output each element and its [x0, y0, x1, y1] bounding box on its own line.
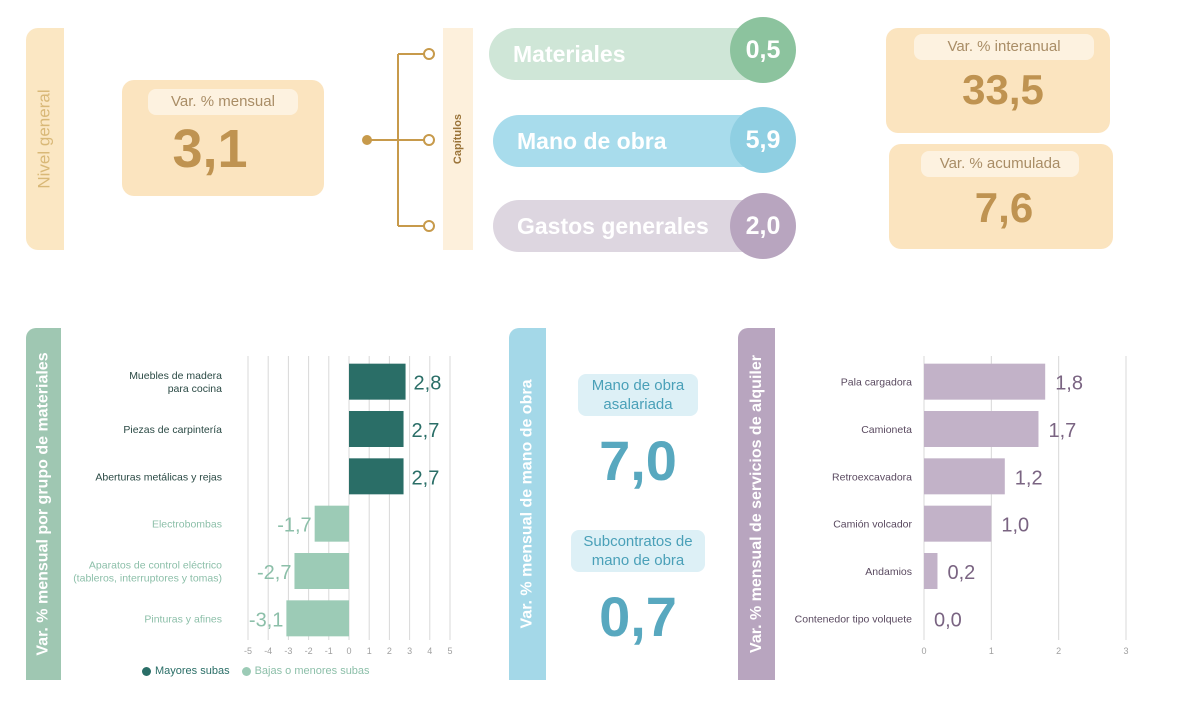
- category-label: Aberturas metálicas y rejas: [95, 471, 222, 483]
- var-acumulada-value: 7,6: [974, 184, 1034, 231]
- value-label: 2,7: [412, 420, 440, 442]
- category-label: Retroexcavadora: [832, 471, 912, 483]
- var-interanual-value: 33,5: [962, 66, 1044, 113]
- value-label: 1,2: [1015, 467, 1043, 489]
- category-label: Camioneta: [861, 424, 912, 436]
- nivel-general-label: Nivel general: [35, 89, 55, 189]
- capitulo-gastos-bar: Gastos generales: [493, 200, 763, 252]
- category-label: Pala cargadora: [841, 377, 912, 389]
- bar: [924, 458, 1005, 495]
- legend-mayores-swatch: [142, 666, 151, 676]
- category-label: Pinturas y afines: [144, 613, 222, 625]
- value-label: 0,2: [947, 562, 975, 584]
- bar: [349, 411, 404, 447]
- category-label: Muebles de madera: [129, 370, 222, 382]
- value-label: -3,1: [249, 609, 283, 631]
- asalariada-label-line1: Mano de obra: [591, 377, 685, 394]
- value-label: 2,8: [414, 373, 442, 395]
- bar: [924, 505, 992, 542]
- var-acumulada-card: Var. % acumulada 7,6: [889, 144, 1113, 249]
- capitulo-materiales-value: 0,5: [730, 17, 796, 83]
- bar: [924, 553, 938, 589]
- asalariada-label-line2: asalariada: [603, 396, 673, 413]
- x-tick-label: 3: [407, 646, 412, 656]
- alquiler-title: Var. % mensual de servicios de alquiler: [747, 355, 765, 653]
- category-label: (tableros, interruptores y tomas): [73, 573, 222, 585]
- x-tick-label: -3: [284, 646, 292, 656]
- capitulo-gastos-label: Gastos generales: [517, 213, 709, 239]
- var-mensual-value: 3,1: [172, 119, 248, 179]
- materiales-chart-tab: Var. % mensual por grupo de materiales: [26, 328, 61, 680]
- bar: [349, 458, 404, 495]
- x-tick-label: 4: [427, 646, 432, 656]
- mano-obra-title: Var. % mensual de mano de obra: [518, 379, 536, 629]
- x-tick-label: 2: [1056, 646, 1061, 656]
- capitulo-gastos-value: 2,0: [730, 193, 796, 259]
- x-tick-label: 1: [989, 646, 994, 656]
- var-acumulada-label: Var. % acumulada: [921, 151, 1079, 177]
- alquiler-bar-chart: 0 1 2 3 1,8 Pala cargadora 1,7 Camioneta 1,2 Retr…: [795, 356, 1129, 656]
- subcontratos-label-line1: Subcontratos de: [583, 533, 693, 550]
- x-tick-label: 0: [921, 646, 926, 656]
- subcontratos-label: Subcontratos de mano de obra: [571, 530, 705, 572]
- capitulo-mano-obra-label: Mano de obra: [517, 128, 667, 154]
- category-label: para cocina: [168, 383, 222, 395]
- capitulos-connector: [362, 48, 435, 232]
- subcontratos-label-line2: mano de obra: [591, 552, 685, 569]
- capitulo-materiales-label: Materiales: [513, 41, 626, 67]
- materiales-legend: Mayores subas Bajas o menores subas: [142, 665, 370, 677]
- capitulos-label: Capítulos: [452, 113, 464, 165]
- capitulo-materiales-bar: Materiales: [489, 28, 759, 80]
- value-label: 1,0: [1001, 515, 1029, 537]
- bar: [286, 600, 349, 637]
- bar: [924, 363, 1046, 400]
- category-label: Contenedor tipo volquete: [795, 613, 912, 625]
- legend-mayores-label: Mayores subas: [155, 665, 230, 677]
- var-interanual-card: Var. % interanual 33,5: [886, 28, 1110, 133]
- var-mensual-label: Var. % mensual: [148, 89, 298, 115]
- alquiler-tab: Var. % mensual de servicios de alquiler: [738, 328, 775, 680]
- nivel-general-tab: Nivel general: [26, 28, 64, 250]
- category-label: Camión volcador: [833, 519, 912, 531]
- var-interanual-label: Var. % interanual: [914, 34, 1094, 60]
- capitulo-mano-obra-value: 5,9: [730, 107, 796, 173]
- capitulo-mano-obra-bar: Mano de obra: [493, 115, 763, 167]
- category-label: Andamios: [865, 566, 912, 578]
- x-tick-label: 0: [346, 646, 351, 656]
- legend-bajas-label: Bajas o menores subas: [254, 665, 370, 677]
- bar: [294, 553, 349, 589]
- materiales-bar-chart: -5 -4 -3 -2 -1 0 1 2 3 4 5 2,8 Muebles de maderapara…: [73, 356, 453, 656]
- category-label: Piezas de carpintería: [123, 424, 222, 436]
- asalariada-value: 7,0: [599, 429, 677, 492]
- x-tick-label: -5: [244, 646, 252, 656]
- value-label: 1,7: [1048, 420, 1076, 442]
- materiales-chart-title: Var. % mensual por grupo de materiales: [34, 352, 52, 656]
- x-tick-label: -4: [264, 646, 272, 656]
- var-mensual-card: Var. % mensual 3,1: [122, 80, 324, 196]
- x-tick-label: -1: [325, 646, 333, 656]
- x-tick-label: 1: [367, 646, 372, 656]
- legend-bajas-swatch: [241, 666, 251, 676]
- subcontratos-value: 0,7: [599, 585, 677, 648]
- x-tick-label: -2: [305, 646, 313, 656]
- bar: [349, 363, 406, 400]
- capitulos-tab: Capítulos: [443, 28, 473, 250]
- bar: [314, 505, 349, 542]
- category-label: Aparatos de control eléctrico: [89, 560, 222, 572]
- value-label: 1,8: [1055, 373, 1083, 395]
- value-label: -1,7: [277, 515, 311, 537]
- x-tick-label: 5: [447, 646, 452, 656]
- x-tick-label: 3: [1123, 646, 1128, 656]
- asalariada-label: Mano de obra asalariada: [578, 374, 698, 416]
- x-tick-label: 2: [387, 646, 392, 656]
- value-label: 2,7: [412, 467, 440, 489]
- category-label: Electrobombas: [152, 519, 222, 531]
- mano-obra-tab: Var. % mensual de mano de obra: [509, 328, 546, 680]
- bar: [924, 411, 1039, 447]
- value-label: 0,0: [934, 609, 962, 631]
- value-label: -2,7: [257, 562, 291, 584]
